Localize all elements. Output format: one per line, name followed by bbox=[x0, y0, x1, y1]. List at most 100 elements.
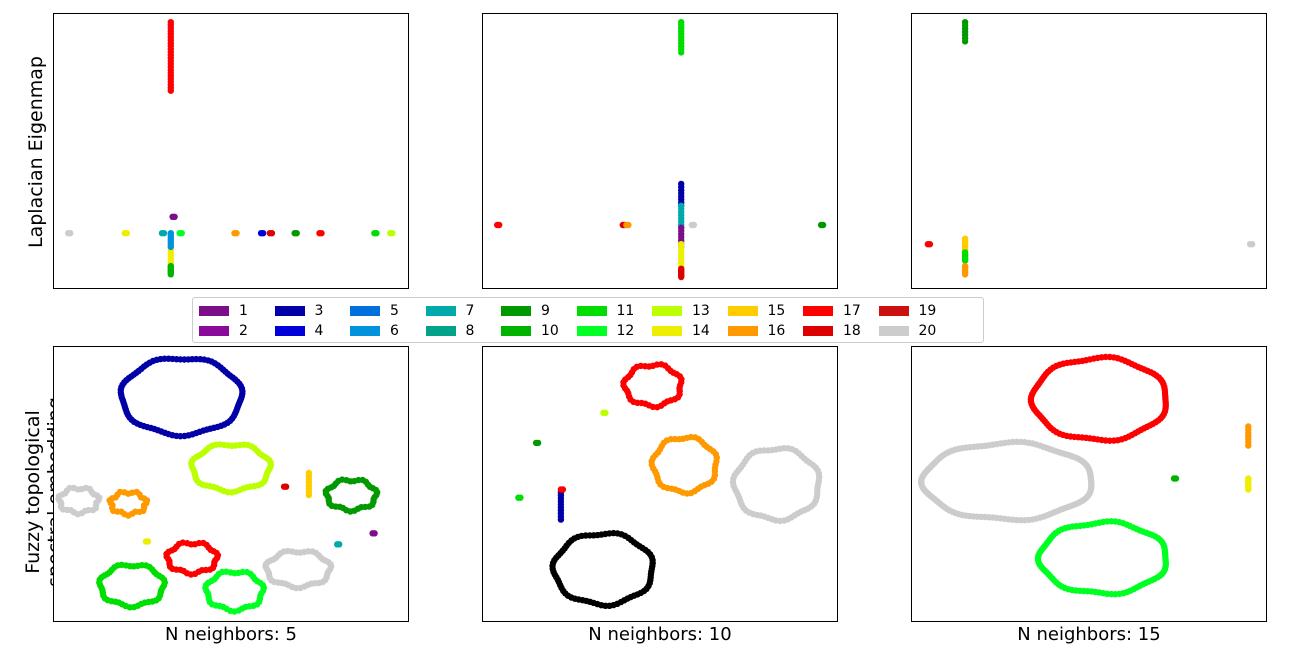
scatter-point bbox=[678, 265, 685, 272]
scatter-point bbox=[143, 497, 151, 504]
scatter-point bbox=[268, 230, 276, 237]
plot-bottom-1 bbox=[53, 346, 409, 622]
legend-label: 12 bbox=[616, 323, 635, 339]
scatter-point bbox=[602, 409, 609, 416]
scatter-svg bbox=[918, 353, 1252, 598]
scatter-point bbox=[649, 562, 656, 570]
legend-swatch bbox=[350, 306, 380, 316]
legend-label: 15 bbox=[767, 303, 786, 319]
scatter-point bbox=[961, 262, 969, 270]
column-label-1: N neighbors: 5 bbox=[165, 624, 297, 645]
scatter-point bbox=[178, 230, 185, 237]
scatter-point bbox=[1172, 475, 1180, 482]
scatter-point bbox=[678, 241, 685, 248]
scatter-point bbox=[144, 538, 152, 545]
legend-label: 6 bbox=[390, 323, 399, 339]
legend-swatch bbox=[803, 306, 833, 316]
legend-swatch bbox=[803, 326, 833, 336]
scatter-point bbox=[373, 230, 380, 237]
legend-swatch bbox=[727, 326, 758, 336]
scatter-point bbox=[293, 230, 300, 237]
legend-label: 9 bbox=[541, 303, 550, 319]
legend-swatch bbox=[425, 306, 456, 316]
scatter-point bbox=[160, 230, 168, 237]
scatter-point bbox=[559, 486, 567, 493]
scatter-svg bbox=[55, 355, 381, 615]
legend-swatch bbox=[274, 306, 305, 316]
legend-label: 3 bbox=[314, 303, 324, 319]
plot-bottom-2 bbox=[482, 346, 838, 622]
scatter-point bbox=[389, 230, 396, 237]
scatter-point bbox=[167, 19, 174, 26]
scatter-point bbox=[678, 202, 685, 209]
scatter-point bbox=[534, 439, 542, 447]
scatter-point bbox=[327, 563, 335, 570]
scatter-svg bbox=[494, 19, 827, 281]
column-label-2: N neighbors: 10 bbox=[588, 624, 732, 645]
scatter-svg bbox=[924, 19, 1256, 278]
scatter-point bbox=[123, 230, 130, 237]
scatter-point bbox=[318, 230, 325, 237]
legend-label: 18 bbox=[843, 323, 861, 339]
scatter-point bbox=[496, 221, 503, 229]
scatter-point bbox=[214, 552, 222, 559]
legend-label: 19 bbox=[918, 303, 937, 319]
scatter-point bbox=[1245, 475, 1252, 482]
scatter-point bbox=[161, 579, 168, 586]
scatter-point bbox=[961, 249, 969, 256]
plot-bottom-3 bbox=[911, 346, 1267, 622]
column-label-3: N neighbors: 15 bbox=[1017, 624, 1161, 645]
scatter-point bbox=[167, 262, 174, 270]
scatter-point bbox=[67, 230, 74, 237]
scatter-point bbox=[625, 221, 632, 229]
legend-swatch bbox=[501, 306, 531, 316]
scatter-point bbox=[167, 230, 174, 237]
legend-swatch bbox=[199, 326, 229, 336]
scatter-point bbox=[926, 241, 934, 248]
scatter-point bbox=[961, 235, 969, 242]
scatter-point bbox=[282, 483, 290, 490]
legend-swatch bbox=[576, 326, 607, 336]
scatter-point bbox=[690, 221, 698, 229]
legend-swatch bbox=[501, 326, 531, 336]
scatter-point bbox=[336, 541, 343, 548]
scatter-point bbox=[678, 180, 685, 188]
scatter-point bbox=[233, 230, 240, 237]
legend-label: 11 bbox=[616, 303, 635, 319]
legend-label: 8 bbox=[465, 323, 475, 339]
row-label-bottom-line1: Fuzzy topological bbox=[22, 410, 44, 574]
scatter-svg bbox=[65, 19, 396, 278]
scatter-point bbox=[819, 221, 827, 229]
scatter-point bbox=[1162, 393, 1169, 400]
legend-swatch bbox=[274, 326, 305, 336]
scatter-point bbox=[267, 461, 275, 469]
legend-swatch bbox=[199, 306, 229, 316]
scatter-point bbox=[259, 230, 267, 237]
legend-swatch bbox=[878, 326, 909, 336]
scatter-point bbox=[171, 213, 178, 220]
plot-top-2 bbox=[482, 13, 838, 289]
legend-swatch bbox=[727, 306, 758, 316]
legend-label: 2 bbox=[239, 323, 248, 339]
legend-label: 1 bbox=[239, 303, 248, 319]
legend-label: 5 bbox=[390, 303, 399, 319]
scatter-point bbox=[1162, 552, 1169, 559]
scatter-point bbox=[239, 390, 246, 397]
scatter-point bbox=[1245, 423, 1252, 430]
legend-swatch bbox=[350, 326, 380, 336]
scatter-point bbox=[961, 19, 969, 26]
legend: 1 2 3 4 5 6 7 8 9 10 11 12 13 14 15 16 17 18 19 20 bbox=[192, 297, 984, 343]
legend-label: 14 bbox=[692, 323, 710, 339]
plot-top-1 bbox=[53, 13, 409, 289]
legend-label: 7 bbox=[465, 303, 475, 319]
legend-swatch bbox=[425, 326, 456, 336]
scatter-point bbox=[678, 224, 685, 231]
scatter-point bbox=[678, 19, 685, 26]
legend-label: 16 bbox=[767, 323, 786, 339]
scatter-svg bbox=[515, 361, 823, 609]
scatter-point bbox=[371, 530, 378, 537]
scatter-point bbox=[713, 458, 720, 465]
legend-label: 4 bbox=[314, 323, 324, 339]
legend-label: 20 bbox=[918, 323, 937, 339]
scatter-point bbox=[305, 469, 313, 477]
